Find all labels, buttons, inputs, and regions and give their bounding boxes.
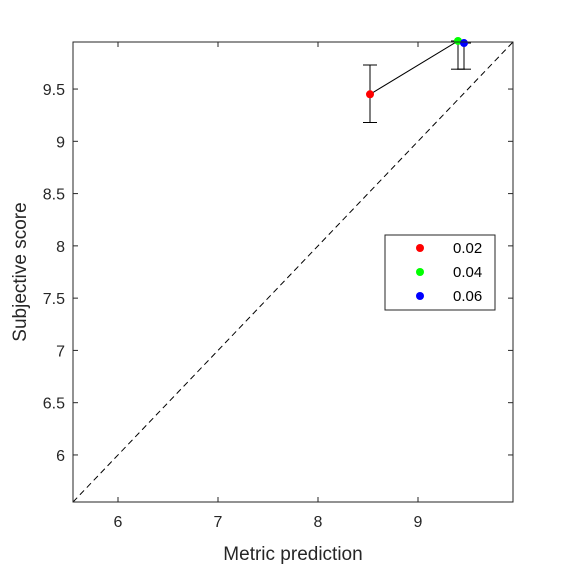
data-point-0.06 xyxy=(460,39,468,48)
x-tick-label: 9 xyxy=(414,514,423,531)
y-tick-label: 8.5 xyxy=(43,187,65,204)
x-axis-label: Metric prediction xyxy=(223,544,362,565)
plot-frame xyxy=(72,41,514,503)
legend-marker-0.02 xyxy=(416,244,424,252)
y-tick-label: 7.5 xyxy=(43,291,65,308)
legend-box xyxy=(384,234,496,311)
y-tick-label: 7 xyxy=(56,343,65,360)
data-point-0.04 xyxy=(454,36,462,45)
y-tick-label: 9 xyxy=(56,134,65,151)
y-tick-label: 8 xyxy=(56,239,65,256)
x-tick-label: 8 xyxy=(314,514,323,531)
reference-line xyxy=(72,41,514,503)
y-tick-label: 6.5 xyxy=(43,396,65,413)
data-point-0.02 xyxy=(366,90,374,99)
x-tick-label: 6 xyxy=(114,514,123,531)
y-axis-label: Subjective score xyxy=(10,202,31,341)
legend-marker-0.06 xyxy=(416,292,424,300)
legend-items: 0.02 0.04 0.06 xyxy=(416,240,482,305)
legend-label-0.06: 0.06 xyxy=(453,288,482,305)
y-tick-label: 6 xyxy=(56,448,65,465)
reference-line-layer xyxy=(72,41,514,503)
x-tick-label: 7 xyxy=(214,514,223,531)
y-tick-label: 9.5 xyxy=(43,82,65,99)
legend: 0.02 0.04 0.06 xyxy=(384,234,496,311)
legend-marker-0.04 xyxy=(416,268,424,276)
legend-label-0.02: 0.02 xyxy=(453,240,482,257)
legend-label-0.04: 0.04 xyxy=(453,264,482,281)
tick-layer: 6 7 8 9 6 6.5 7 7.5 8 8.5 9 9.5 xyxy=(43,42,513,531)
